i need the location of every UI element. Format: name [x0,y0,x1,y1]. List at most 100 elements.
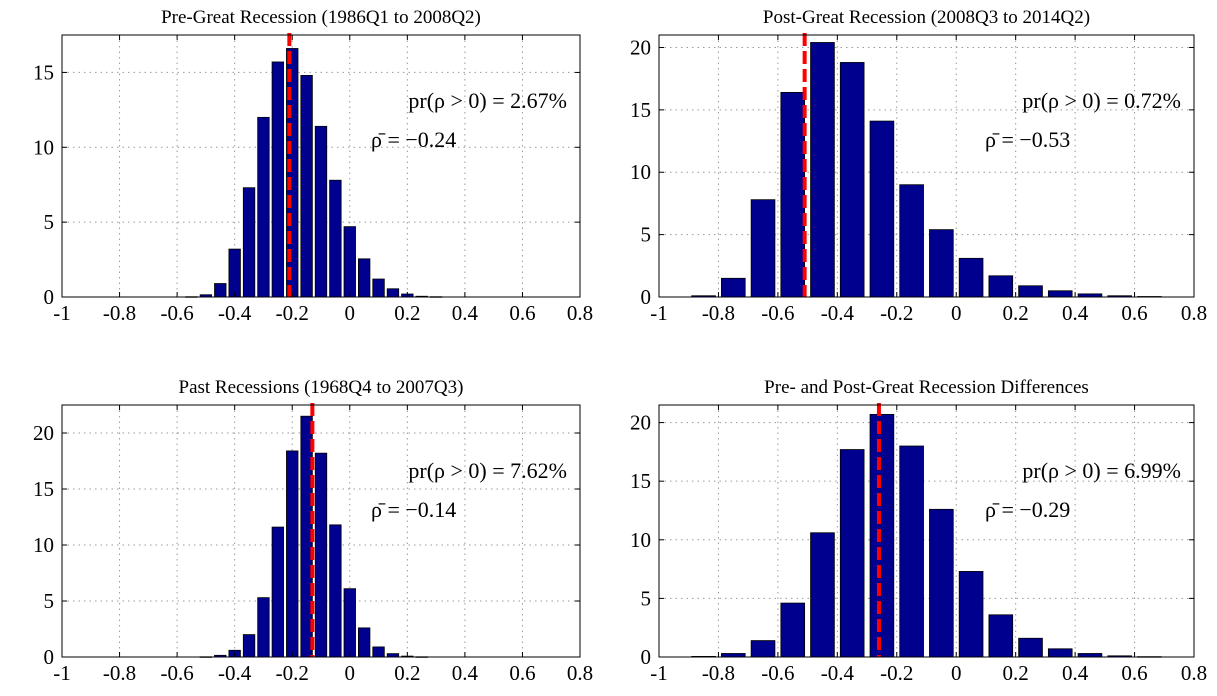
histogram-bar [343,226,356,298]
mean-annotation: ρ̄ = −0.24 [371,127,456,152]
histogram-bar [1047,290,1073,298]
y-tick-label: 5 [44,210,55,234]
x-tick-label: 0.8 [1181,301,1207,325]
y-tick-label: 0 [44,285,55,309]
histogram-bar [1018,637,1043,658]
x-tick-label: -0.2 [880,301,913,325]
x-tick-label: -0.8 [702,301,735,325]
histogram-bar [958,571,984,658]
histogram-bar [228,248,241,298]
x-tick-label: -0.2 [276,301,309,325]
y-tick-label: 0 [44,645,55,669]
histogram-bar [343,588,356,658]
mean-annotation: ρ̄ = −0.53 [985,127,1070,152]
probability-annotation: pr(ρ > 0) = 2.67% [408,88,567,113]
x-tick-label: -0.4 [821,661,855,685]
histogram-bar [810,42,835,298]
x-tick-label: -0.6 [761,661,794,685]
panel-title: Pre- and Post-Great Recession Difference… [764,377,1089,398]
x-tick-label: -0.4 [821,301,855,325]
x-tick-label: 0.4 [452,661,479,685]
histogram-bar [780,91,806,298]
histogram-bar [271,61,284,298]
grid [659,405,1194,657]
x-tick-label: 0.2 [1003,301,1029,325]
histogram-bar [988,275,1014,298]
x-tick-label: 0.6 [1121,661,1147,685]
histogram-bar [721,277,746,298]
panel-title: Pre-Great Recession (1986Q1 to 2008Q2) [161,7,481,28]
y-tick-label: 15 [630,98,651,122]
grid [659,35,1194,297]
histogram-bar [314,452,328,658]
x-tick-label: -0.4 [218,301,252,325]
probability-annotation: pr(ρ > 0) = 6.99% [1022,458,1181,483]
y-tick-label: 10 [630,160,651,184]
panel-post-great-recession: Post-Great Recession (2008Q3 to 2014Q2) … [630,7,1207,325]
x-tick-label: 0.6 [509,301,535,325]
bars [691,413,1162,658]
axes-box [61,404,581,658]
x-tick-label: 0.8 [1181,661,1207,685]
x-tick-label: -0.2 [276,661,309,685]
x-tick-label: 0.4 [452,301,479,325]
x-tick-label: 0.4 [1062,661,1089,685]
y-tick-label: 0 [641,285,652,309]
histogram-bar [1077,653,1103,658]
x-tick-label: -0.6 [761,301,794,325]
histogram-bar [386,653,400,658]
x-tick-label: 0.2 [394,301,420,325]
histogram-bar [242,187,256,298]
x-tick-label: 0 [345,301,356,325]
histogram-bar [242,634,256,658]
panel-title: Post-Great Recession (2008Q3 to 2014Q2) [763,7,1090,28]
y-tick-label: 10 [33,135,54,159]
x-tick-label: -0.8 [702,661,735,685]
y-tick-label: 5 [641,223,652,247]
y-tick-label: 15 [33,477,54,501]
x-tick-label: 0 [951,301,962,325]
x-tick-label: -0.2 [880,661,913,685]
y-tick-label: 10 [33,533,54,557]
histogram-bar [358,627,371,658]
histogram-bar [300,75,313,298]
histogram-bar [214,283,227,298]
histogram-bar [271,526,284,658]
bars [199,415,428,658]
y-tick-label: 5 [641,586,652,610]
axes-box [658,404,1195,658]
histogram-bar [929,229,954,298]
x-tick-label: -1 [53,301,71,325]
probability-annotation: pr(ρ > 0) = 0.72% [1022,88,1181,113]
histogram-bar [869,413,895,658]
x-tick-label: 0 [345,661,356,685]
histogram-bar [839,62,865,298]
probability-annotation: pr(ρ > 0) = 7.62% [408,458,567,483]
histogram-bar [958,257,984,298]
bars [691,42,1162,298]
x-tick-label: -0.8 [103,301,136,325]
x-tick-label: 0.2 [394,661,420,685]
x-tick-label: 0.4 [1062,301,1089,325]
histogram-bar [899,184,924,298]
panel-past-recessions: Past Recessions (1968Q4 to 2007Q3) -1 -0.… [33,377,593,685]
x-tick-label: -0.6 [160,661,193,685]
histogram-bar [839,449,865,658]
histogram-bar [314,125,328,298]
histogram-bar [257,116,270,298]
x-tick-label: 0.8 [567,661,593,685]
histogram-bar [750,199,776,298]
histogram-bar [750,640,776,658]
histogram-bar [780,602,806,658]
histogram-bar [372,278,385,298]
x-tick-label: -1 [650,301,668,325]
axes-box [61,34,581,298]
x-tick-label: -1 [53,661,71,685]
x-tick-label: -0.8 [103,661,136,685]
histogram-bar [721,653,746,658]
histogram-bar [358,258,371,298]
bars [185,48,443,298]
y-tick-label: 10 [630,528,651,552]
histogram-bar [869,120,895,298]
